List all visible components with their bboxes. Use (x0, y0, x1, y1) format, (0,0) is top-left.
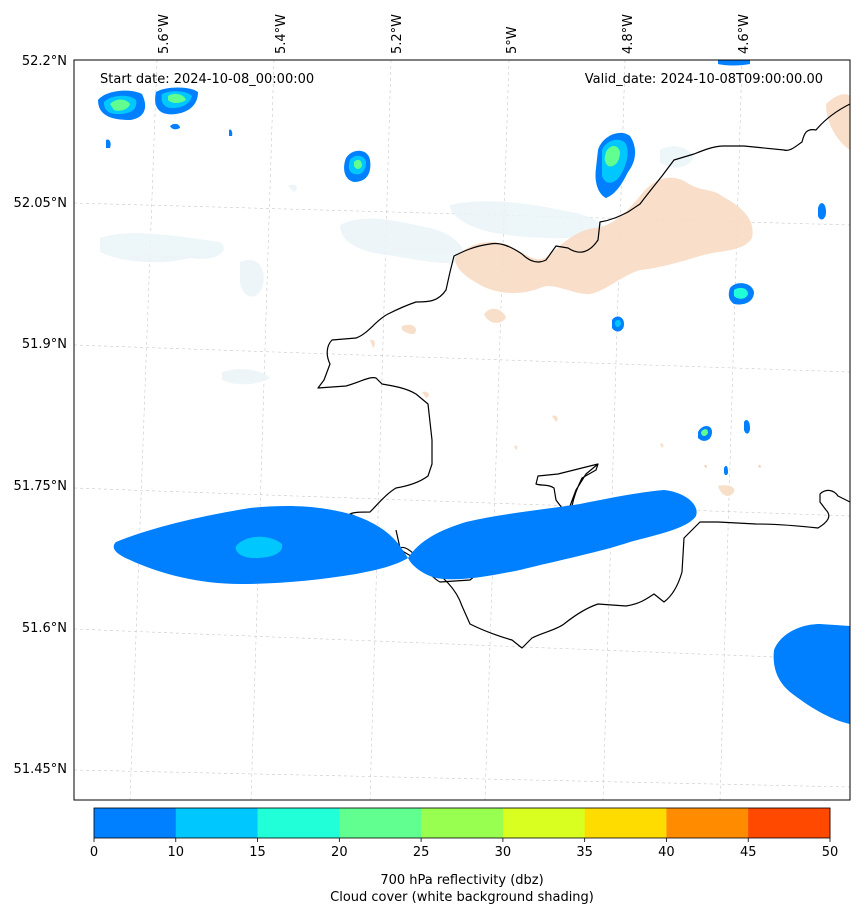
colorbar-ticks: 0 10 15 20 25 30 35 40 45 50 (90, 838, 838, 860)
reflectivity-top-cell (718, 60, 750, 66)
reflectivity-nw-speck-2 (106, 139, 111, 148)
latitude-labels: 52.2°N 52.05°N 51.9°N 51.75°N 51.6°N 51.… (14, 54, 67, 777)
reflectivity-e-cell-3-core (615, 319, 621, 327)
lat-label-51.75n: 51.75°N (14, 479, 67, 494)
colorbar: 0 10 15 20 25 30 35 40 45 50 700 hPa reflectivity… (90, 807, 838, 905)
colorbar-tick-label: 10 (168, 845, 185, 860)
colorbar-tick-label: 40 (658, 845, 675, 860)
reflectivity-n-cell-core (354, 159, 362, 169)
colorbar-tick-label: 35 (576, 845, 593, 860)
lon-label-5.6w: 5.6°W (157, 14, 172, 54)
lon-label-5.2w: 5.2°W (390, 14, 405, 54)
coastline-north (317, 103, 850, 649)
colorbar-tick-label: 50 (822, 845, 839, 860)
reflectivity-e-speck-1 (704, 465, 707, 468)
lon-label-4.6w: 4.6°W (737, 14, 752, 54)
colorbar-segments (94, 808, 831, 838)
lat-label-52.05n: 52.05°N (14, 196, 67, 211)
map-background (74, 60, 850, 800)
colorbar-segment (748, 808, 831, 838)
reflectivity-ne-cell-core (604, 146, 620, 167)
lat-label-51.45n: 51.45°N (14, 762, 67, 777)
reflectivity-contours (98, 60, 850, 724)
reflectivity-e-speck-2 (758, 465, 761, 468)
colorbar-frame (93, 807, 831, 839)
lon-label-4.8w: 4.8°W (621, 14, 636, 54)
colorbar-tick-label: 45 (740, 845, 757, 860)
reflectivity-e-cell-5 (744, 420, 750, 434)
colorbar-segment (666, 808, 749, 838)
reflectivity-nw-speck-3 (229, 129, 233, 136)
colorbar-title-cloud-cover: Cloud cover (white background shading) (330, 890, 594, 905)
reflectivity-nw-cell-1-core (110, 99, 130, 111)
lat-label-52.2n: 52.2°N (22, 54, 67, 69)
reflectivity-e-cell-1-core (734, 287, 748, 299)
map-frame (73, 59, 851, 801)
colorbar-tick-label: 25 (413, 845, 430, 860)
colorbar-title-reflectivity: 700 hPa reflectivity (dbz) (380, 873, 543, 888)
valid-date-label: Valid_date: 2024-10-08T09:00:00.00 (585, 72, 823, 87)
colorbar-tick-label: 15 (249, 845, 266, 860)
reflectivity-e-cell-2 (818, 203, 826, 220)
reflectivity-se-blob (773, 624, 850, 724)
reflectivity-nw-speck-1 (170, 123, 180, 130)
colorbar-segment (175, 808, 259, 838)
colorbar-segment (257, 808, 340, 838)
lon-label-5w: 5°W (505, 26, 520, 54)
reflectivity-e-cell-6 (724, 465, 728, 475)
colorbar-segment (421, 808, 504, 838)
colorbar-tick-label: 20 (331, 845, 348, 860)
map-panel (73, 59, 851, 801)
colorbar-segment (584, 808, 667, 838)
cloud-cover-shading (100, 146, 694, 385)
colorbar-segment (94, 808, 177, 838)
colorbar-segment (502, 808, 586, 838)
lon-label-5.4w: 5.4°W (274, 14, 289, 54)
lat-label-51.9n: 51.9°N (22, 337, 67, 352)
colorbar-tick-label: 30 (495, 845, 512, 860)
reflectivity-e-cell-4-core (701, 429, 708, 436)
warm-shading (370, 94, 850, 496)
start-date-label: Start date: 2024-10-08_00:00:00 (100, 72, 314, 87)
colorbar-segment (339, 808, 422, 838)
reflectivity-nw-cell-2-core (168, 93, 186, 103)
lat-label-51.6n: 51.6°N (22, 621, 67, 636)
longitude-labels: 5.6°W 5.4°W 5.2°W 5°W 4.8°W 4.6°W (157, 14, 752, 54)
reflectivity-band-west-core (235, 536, 283, 558)
colorbar-tick-label: 0 (90, 845, 98, 860)
reflectivity-band-east (408, 490, 697, 580)
